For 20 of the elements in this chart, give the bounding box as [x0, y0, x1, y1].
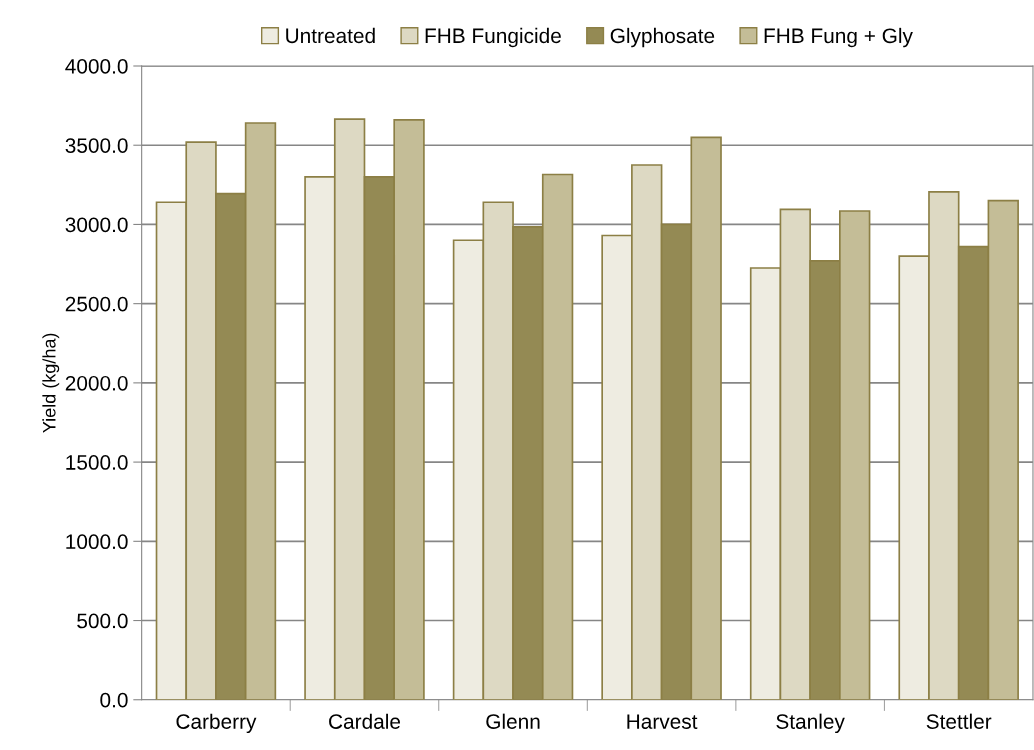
legend-label: FHB Fung + Gly [764, 27, 913, 48]
y-tick-label: 0.0 [100, 692, 128, 708]
x-tick-label: Glenn [486, 713, 540, 729]
x-tick-label: Carberry [176, 713, 257, 734]
x-tick-label: Stettler [926, 713, 992, 729]
x-tick-label: Cardale [329, 713, 401, 729]
legend-label: Untreated [286, 27, 375, 44]
y-tick-label: 3500.0 [65, 138, 128, 153]
y-axis-title: Yield (kg/ha) [42, 333, 60, 433]
y-tick-label: 1000.0 [66, 534, 128, 550]
y-tick-label: 2000.0 [65, 375, 128, 391]
x-tick-label: Stanley [776, 713, 845, 734]
x-tick-label: Harvest [627, 714, 698, 729]
y-tick-label: 500.0 [77, 613, 128, 629]
legend-label: Glyphosate [610, 27, 715, 48]
y-tick-label: 4000.0 [65, 59, 128, 74]
legend-label: FHB Fungicide [425, 27, 561, 48]
y-tick-label: 2500.0 [65, 296, 128, 312]
y-tick-label: 1500.0 [66, 455, 128, 470]
y-tick-label: 3000.0 [65, 217, 128, 233]
